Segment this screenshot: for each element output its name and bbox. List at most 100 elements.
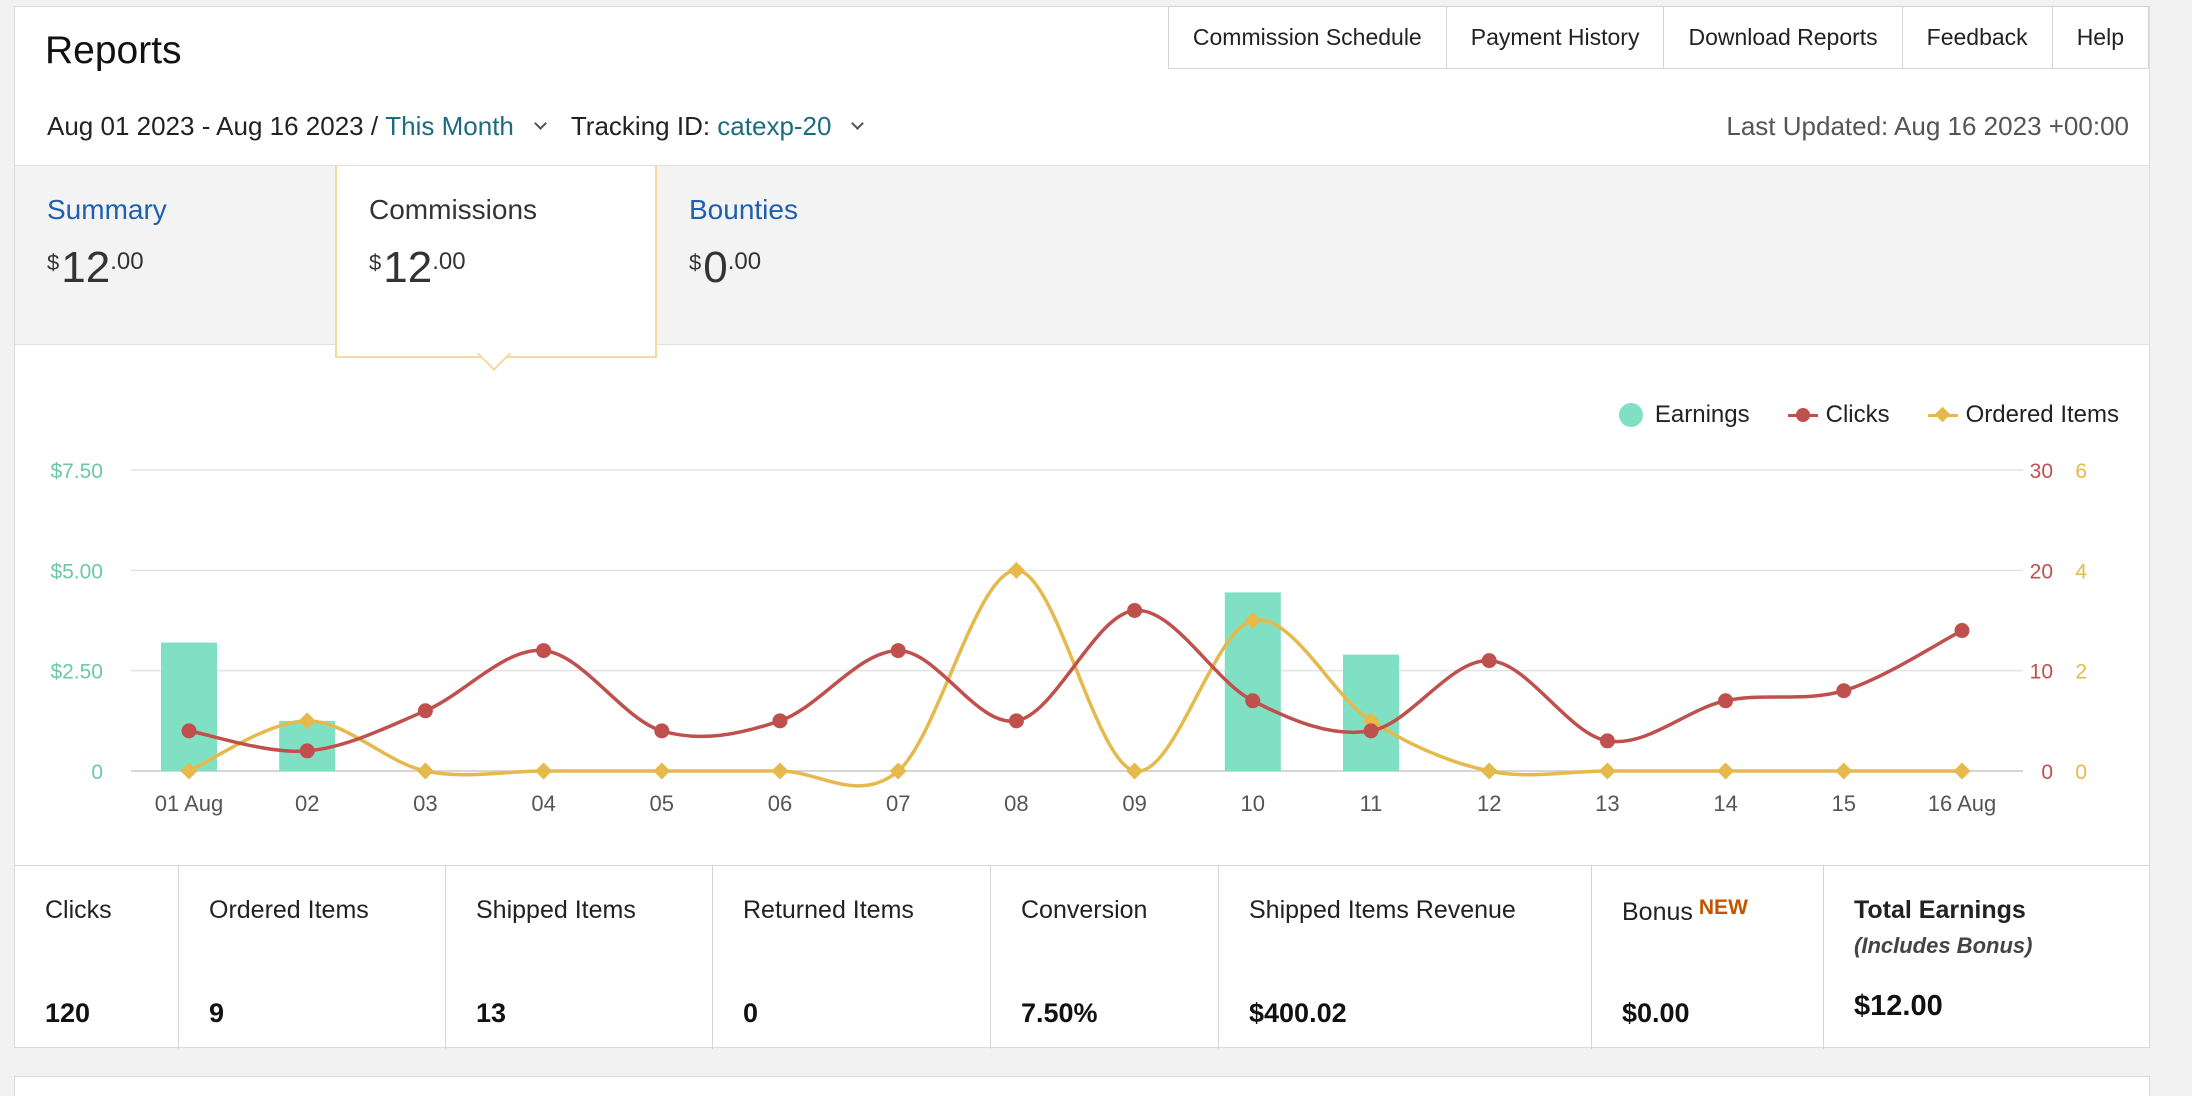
stat-label: Shipped Items — [476, 896, 636, 924]
clicks-point — [1481, 653, 1497, 669]
stat-value: $0.00 — [1622, 998, 1690, 1028]
ordered-items-point — [1126, 762, 1144, 780]
stat-label: Shipped Items Revenue — [1249, 896, 1516, 924]
right-axis-clicks-tick: 20 — [2030, 560, 2053, 583]
new-badge: NEW — [1698, 896, 1748, 919]
stat-clicks: Clicks 120 — [15, 866, 179, 1049]
left-axis-tick: $2.50 — [50, 661, 103, 684]
chevron-down-icon[interactable] — [534, 117, 547, 130]
right-axis-orders-tick: 2 — [2075, 661, 2087, 684]
x-axis-tick: 15 — [1832, 791, 1856, 816]
earnings-chart: 0 0 0$2.50 10 2$5.00 20 4$7.50 30 601 Aug 02 03 04 0… — [50, 460, 2087, 816]
x-axis-tick: 09 — [1122, 791, 1146, 816]
right-axis-clicks-tick: 0 — [2041, 761, 2053, 784]
right-axis-orders-tick: 0 — [2075, 761, 2087, 784]
clicks-point — [1954, 623, 1970, 639]
chevron-down-icon[interactable] — [851, 117, 865, 130]
stat-shipped-revenue: Shipped Items Revenue $400.02 — [1219, 866, 1592, 1049]
clicks-point — [181, 723, 197, 739]
clicks-point — [890, 643, 906, 659]
ordered-items-point — [298, 712, 316, 730]
clicks-point — [1127, 602, 1143, 618]
commission-schedule-button[interactable]: Commission Schedule — [1167, 6, 1447, 69]
period-dropdown[interactable]: This Month — [385, 111, 514, 141]
ordered-items-point — [889, 762, 907, 780]
legend-earnings[interactable]: Earnings — [1618, 401, 1750, 429]
amount-whole: 12 — [61, 243, 111, 292]
help-button[interactable]: Help — [2052, 6, 2149, 69]
amount-whole: 0 — [703, 243, 728, 292]
earnings-bar — [161, 642, 217, 771]
stat-value: 0 — [743, 998, 759, 1028]
currency-symbol: $ — [689, 250, 702, 275]
tab-bounties-amount: $ 0 .00 — [689, 246, 945, 290]
clicks-point — [1599, 733, 1615, 749]
stat-bonus: Bonus NEW $0.00 — [1592, 866, 1824, 1049]
tab-bounties[interactable]: Bounties $ 0 .00 — [657, 166, 977, 346]
ordered-items-point — [1717, 762, 1735, 780]
ordered-items-point — [416, 762, 434, 780]
tab-summary[interactable]: Summary $ 12 .00 — [15, 166, 335, 346]
amount-whole: 12 — [383, 243, 433, 292]
download-reports-button[interactable]: Download Reports — [1664, 6, 1903, 69]
tab-commissions-label: Commissions — [369, 194, 538, 225]
left-axis-tick: $7.50 — [50, 460, 103, 483]
x-axis-tick: 08 — [1004, 791, 1028, 816]
legend-ordered-items[interactable]: Ordered Items — [1927, 401, 2119, 429]
stat-label: Conversion — [1021, 896, 1148, 924]
legend-clicks[interactable]: Clicks — [1787, 401, 1890, 429]
stat-value: 7.50% — [1021, 998, 1098, 1028]
x-axis-tick: 07 — [886, 791, 910, 816]
payment-history-button[interactable]: Payment History — [1446, 6, 1665, 69]
ordered-items-point — [1598, 762, 1616, 780]
x-axis-tick: 01 Aug — [155, 791, 224, 816]
stats-row: Clicks 120 Ordered Items 9 Shipped Items… — [15, 865, 2149, 1049]
stat-value: 9 — [209, 998, 225, 1028]
stat-value: $400.02 — [1249, 998, 1347, 1028]
next-panel — [14, 1076, 2150, 1096]
x-axis-tick: 12 — [1477, 791, 1501, 816]
stat-label: Clicks — [45, 896, 112, 924]
ordered-items-point — [1007, 561, 1025, 579]
reports-panel: Reports Commission Schedule Payment Hist… — [14, 6, 2150, 1049]
stat-shipped-items: Shipped Items 13 — [446, 866, 713, 1049]
x-axis-tick: 02 — [295, 791, 319, 816]
tab-commissions-amount: $ 12 .00 — [369, 246, 623, 290]
x-axis-tick: 05 — [650, 791, 674, 816]
ordered-items-point — [1244, 612, 1262, 629]
stat-label: Ordered Items — [209, 896, 369, 924]
ordered-items-point — [1953, 762, 1971, 780]
clicks-point — [299, 743, 315, 759]
stat-value: $12.00 — [1854, 990, 1943, 1022]
stat-total-earnings: Total Earnings (Includes Bonus) $12.00 — [1824, 866, 2149, 1049]
stat-value: 13 — [476, 998, 507, 1028]
stat-label: Total Earnings — [1854, 896, 2026, 924]
clicks-point — [1363, 723, 1379, 739]
ordered-items-point — [1480, 762, 1498, 780]
stat-returned-items: Returned Items 0 — [713, 866, 991, 1049]
ordered-items-line — [188, 568, 1962, 788]
ordered-items-point — [535, 762, 553, 780]
amount-cents: .00 — [110, 248, 144, 275]
ordered-items-point — [180, 762, 198, 780]
x-axis-tick: 11 — [1360, 791, 1383, 816]
clicks-point — [1245, 693, 1261, 709]
ordered-items-point — [1835, 762, 1853, 780]
last-updated: Last Updated: Aug 16 2023 +00:00 — [1726, 111, 2129, 141]
top-nav: Commission Schedule Payment History Down… — [1167, 6, 2149, 69]
stat-label: Bonus — [1622, 898, 1693, 926]
filter-bar: Aug 01 2023 - Aug 16 2023 / This Month T… — [47, 111, 876, 142]
tab-commissions[interactable]: Commissions $ 12 .00 — [335, 166, 657, 358]
stat-conversion: Conversion 7.50% — [991, 866, 1219, 1049]
right-axis-clicks-tick: 10 — [2030, 661, 2053, 684]
stat-label: Returned Items — [743, 896, 914, 924]
tracking-id-dropdown[interactable]: catexp-20 — [717, 111, 832, 141]
earnings-dot-icon — [1618, 403, 1643, 427]
x-axis-tick: 04 — [531, 791, 555, 816]
legend-earnings-label: Earnings — [1654, 401, 1750, 428]
x-axis-tick: 14 — [1713, 791, 1737, 816]
x-axis-tick: 16 Aug — [1928, 791, 1997, 816]
clicks-point — [1008, 713, 1024, 729]
feedback-button[interactable]: Feedback — [1902, 6, 2053, 69]
x-axis-tick: 10 — [1241, 791, 1265, 816]
